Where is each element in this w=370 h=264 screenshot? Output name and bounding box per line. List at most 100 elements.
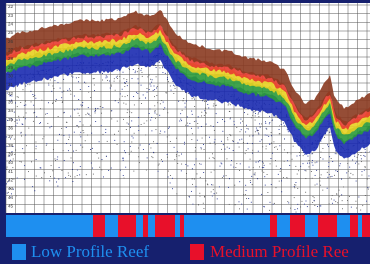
scatter-dot <box>267 174 268 175</box>
scatter-dot <box>28 171 29 172</box>
scatter-dot <box>314 200 315 201</box>
scatter-dot <box>138 156 139 157</box>
scatter-dot <box>329 156 330 157</box>
scatter-dot <box>294 186 295 187</box>
scatter-dot <box>151 130 152 131</box>
scatter-dot <box>311 153 312 154</box>
scatter-dot <box>172 188 173 189</box>
scatter-dot <box>61 128 62 129</box>
scatter-dot <box>34 190 35 191</box>
scatter-dot <box>194 99 195 100</box>
scatter-dot <box>270 163 271 164</box>
scatter-dot <box>341 194 342 195</box>
scatter-dot <box>47 113 48 114</box>
scatter-dot <box>231 160 232 161</box>
scatter-dot <box>251 117 252 118</box>
scatter-dot <box>200 177 201 178</box>
scatter-dot <box>361 158 362 159</box>
scatter-dot <box>58 116 59 117</box>
scatter-dot <box>287 152 288 153</box>
scatter-dot <box>163 102 164 103</box>
scatter-dot <box>236 163 237 164</box>
scatter-dot <box>250 159 251 160</box>
scatter-dot <box>273 204 274 205</box>
scatter-dot <box>90 149 91 150</box>
scatter-dot <box>297 188 298 189</box>
scatter-dot <box>339 190 340 191</box>
scatter-dot <box>213 106 214 107</box>
scatter-dot <box>268 136 269 137</box>
scatter-dot <box>102 80 103 81</box>
scatter-dot <box>152 79 153 80</box>
scatter-dot <box>101 113 102 114</box>
scatter-dot <box>55 101 56 102</box>
scatter-dot <box>178 101 179 102</box>
scatter-dot <box>119 99 120 100</box>
scatter-dot <box>78 127 79 128</box>
scatter-dot <box>179 121 180 122</box>
scatter-dot <box>114 81 115 82</box>
scatter-dot <box>24 179 25 180</box>
scatter-dot <box>48 102 49 103</box>
scatter-dot <box>342 208 343 209</box>
scatter-dot <box>154 96 155 97</box>
scatter-dot <box>138 148 139 149</box>
scatter-dot <box>279 145 280 146</box>
scatter-dot <box>210 143 211 144</box>
scatter-dot <box>294 209 295 210</box>
scatter-dot <box>186 179 187 180</box>
scatter-dot <box>314 205 315 206</box>
scatter-dot <box>176 154 177 155</box>
scatter-dot <box>111 85 112 86</box>
scatter-dot <box>17 120 18 121</box>
scatter-dot <box>161 159 162 160</box>
legend-swatch-low <box>12 244 26 260</box>
scatter-dot <box>340 163 341 164</box>
scatter-dot <box>165 92 166 93</box>
scatter-dot <box>92 168 93 169</box>
scatter-dot <box>319 177 320 178</box>
scatter-dot <box>189 123 190 124</box>
scatter-dot <box>101 169 102 170</box>
scatter-dot <box>102 159 103 160</box>
scatter-dot <box>141 124 142 125</box>
scatter-dot <box>80 121 81 122</box>
scatter-dot <box>128 68 129 69</box>
scatter-dot <box>21 162 22 163</box>
scatter-dot <box>337 202 338 203</box>
scatter-dot <box>261 139 262 140</box>
scatter-dot <box>264 176 265 177</box>
scatter-dot <box>258 151 259 152</box>
scatter-dot <box>164 107 165 108</box>
scatter-dot <box>94 90 95 91</box>
scatter-dot <box>141 85 142 86</box>
scatter-dot <box>163 109 164 110</box>
depth-label: 31 <box>8 82 14 87</box>
scatter-dot <box>322 148 323 149</box>
scatter-dot <box>249 170 250 171</box>
scatter-dot <box>61 97 62 98</box>
scatter-dot <box>233 150 234 151</box>
scatter-dot <box>155 113 156 114</box>
scatter-dot <box>66 122 67 123</box>
scatter-dot <box>162 161 163 162</box>
scatter-dot <box>296 212 297 213</box>
scatter-dot <box>31 161 32 162</box>
scatter-dot <box>205 180 206 181</box>
scatter-dot <box>214 193 215 194</box>
depth-label: 25 <box>8 30 14 35</box>
scatter-dot <box>180 113 181 114</box>
scatter-dot <box>80 134 81 135</box>
scatter-dot <box>138 83 139 84</box>
scatter-dot <box>29 84 30 85</box>
scatter-dot <box>167 136 168 137</box>
scatter-dot <box>41 177 42 178</box>
scatter-dot <box>283 177 284 178</box>
scatter-dot <box>191 191 192 192</box>
scatter-dot <box>106 156 107 157</box>
scatter-dot <box>102 73 103 74</box>
scatter-dot <box>253 167 254 168</box>
scatter-dot <box>141 70 142 71</box>
scatter-dot <box>240 131 241 132</box>
scatter-dot <box>80 132 81 133</box>
